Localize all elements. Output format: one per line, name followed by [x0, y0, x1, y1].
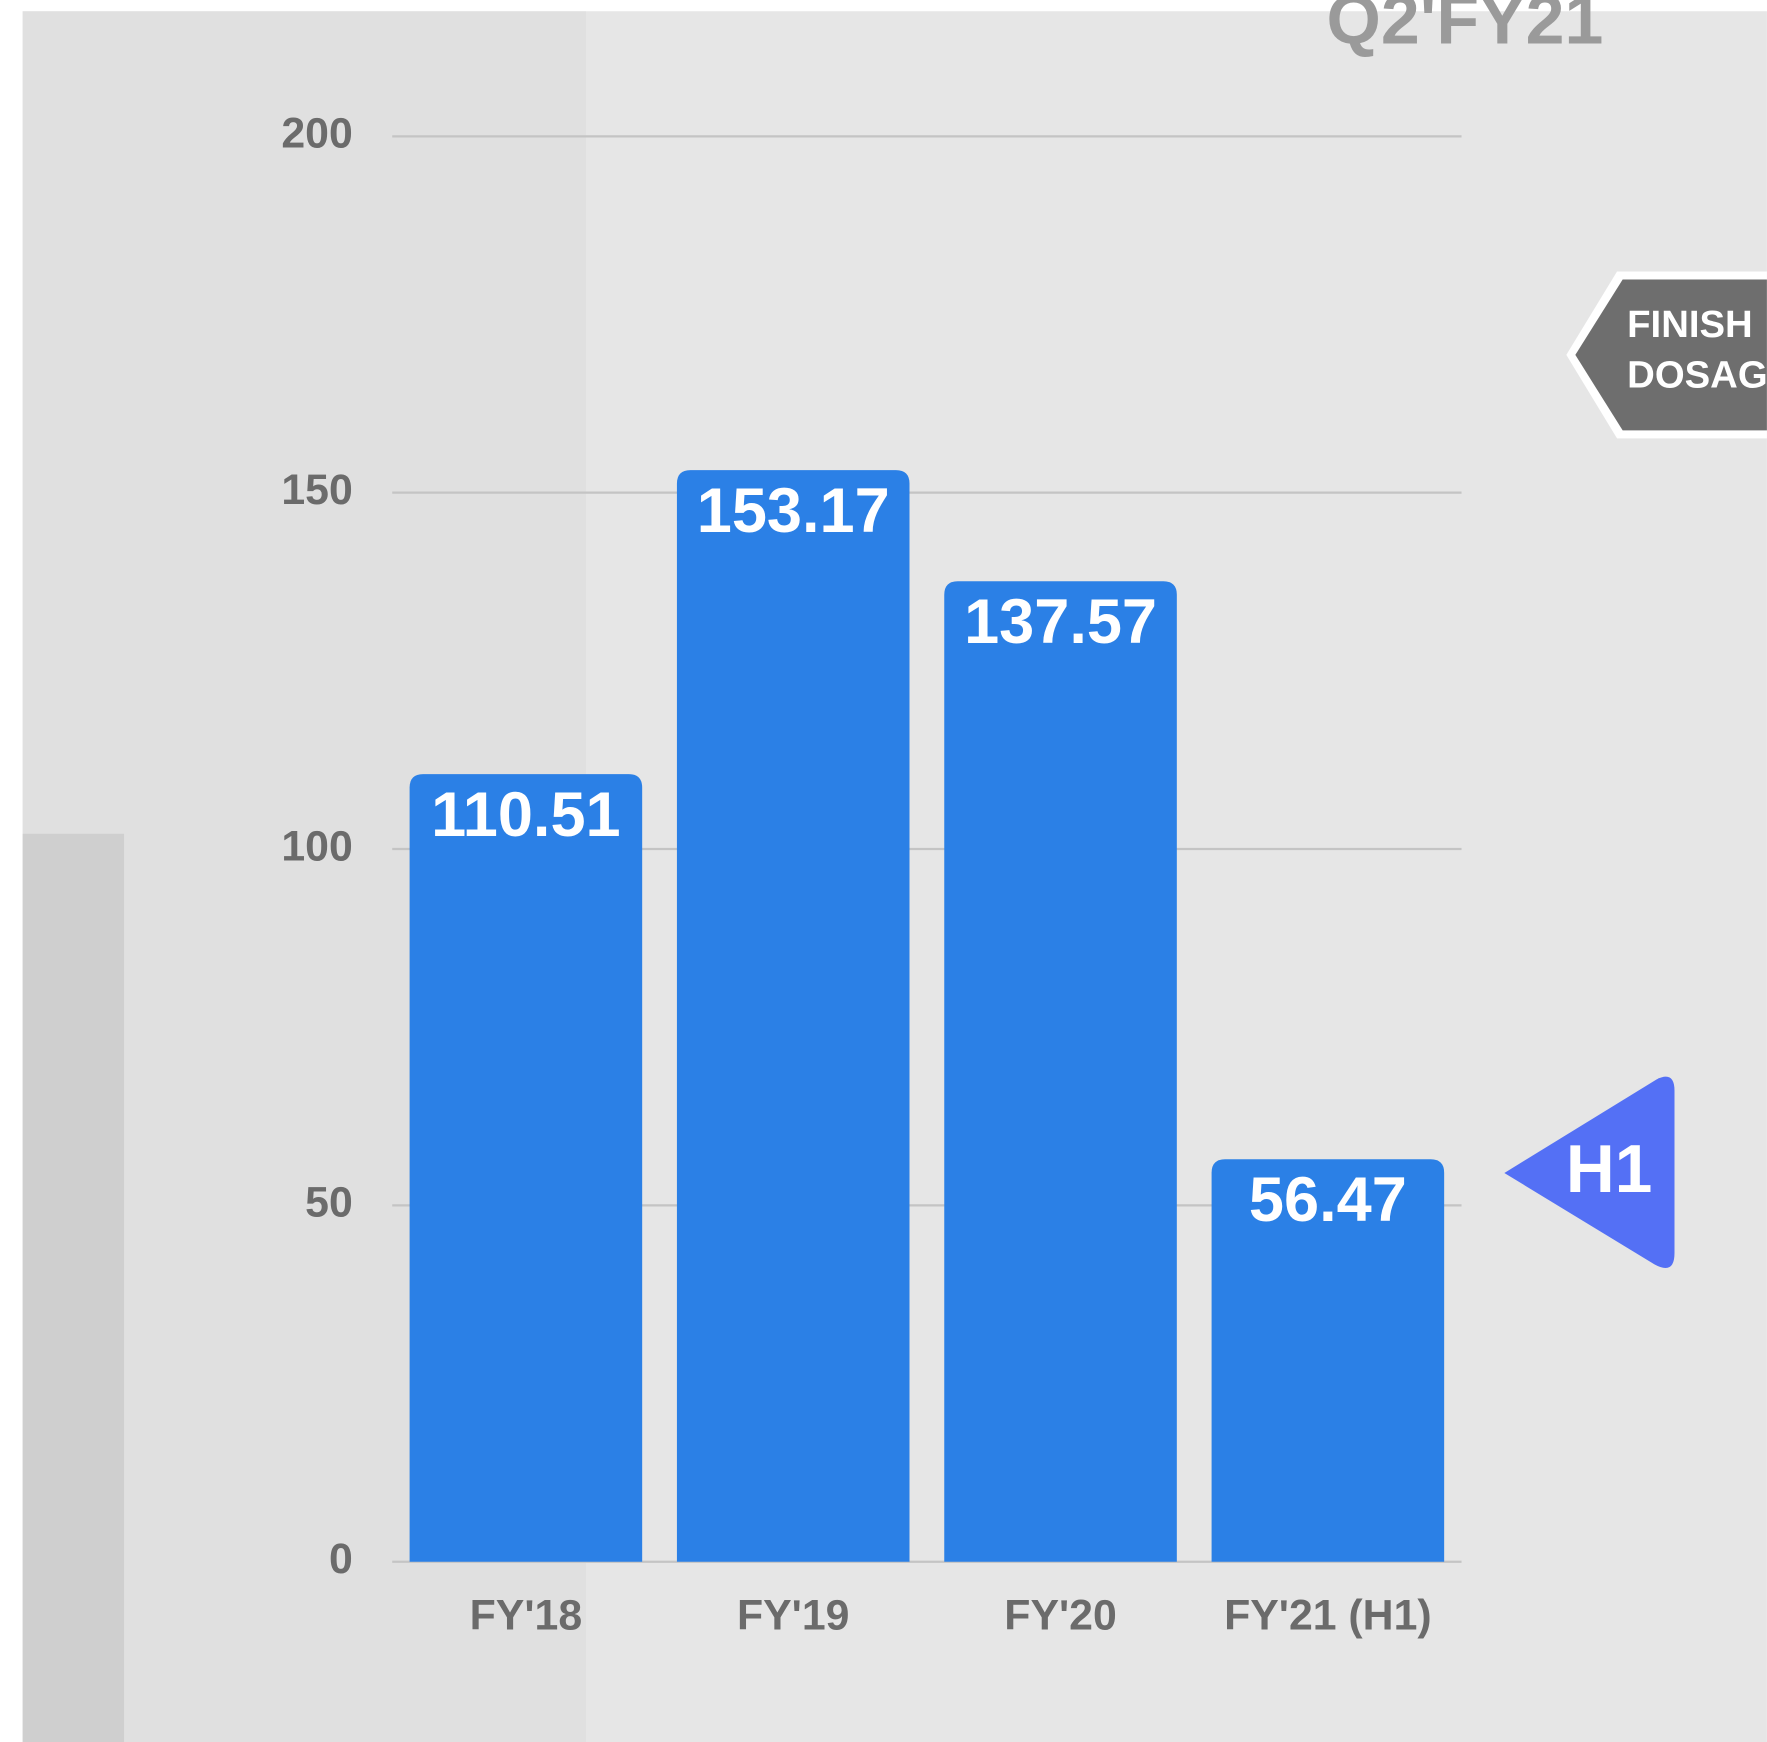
page: {"chart_data": {"type": "bar", "title": … — [0, 0, 1767, 1742]
y-tick-label: 200 — [281, 110, 352, 158]
x-tick-label: FY'21 (H1) — [1224, 1591, 1432, 1639]
bar — [944, 581, 1177, 1561]
badge-text: FINISH — [1627, 303, 1753, 346]
chart: Q2'FY21 FINISH DOSAG H1 0 50 100 150 200 FY'1… — [0, 0, 1767, 1742]
value-label: 153.17 — [697, 476, 890, 546]
y-tick-label: 150 — [281, 466, 352, 514]
h1-marker-text: H1 — [1566, 1132, 1652, 1207]
x-tick-label: FY'20 — [1004, 1591, 1116, 1639]
value-label: 56.47 — [1249, 1165, 1407, 1235]
y-tick-label: 50 — [305, 1179, 353, 1227]
x-tick-label: FY'19 — [737, 1591, 849, 1639]
bar — [410, 774, 643, 1562]
chart-title: Q2'FY21 — [1327, 0, 1604, 58]
y-tick-label: 0 — [329, 1535, 353, 1583]
badge-text: DOSAG — [1627, 354, 1767, 397]
value-label: 110.51 — [431, 780, 620, 850]
value-label: 137.57 — [964, 587, 1157, 657]
bar — [677, 470, 910, 1562]
x-tick-label: FY'18 — [470, 1591, 582, 1639]
background-shade — [23, 834, 124, 1742]
y-tick-label: 100 — [281, 822, 352, 870]
